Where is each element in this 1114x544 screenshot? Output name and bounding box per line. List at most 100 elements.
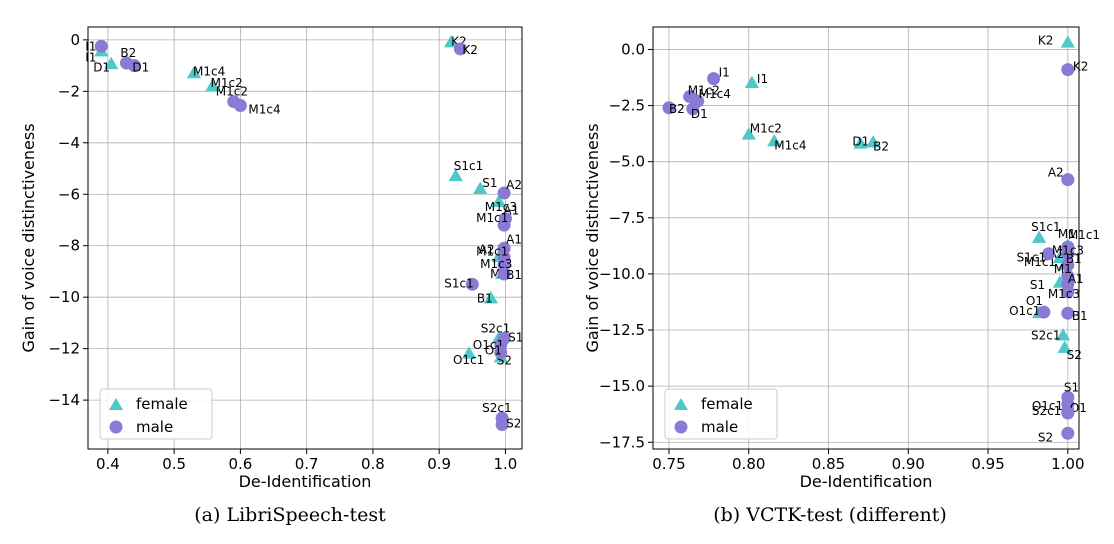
- female-point: [1031, 230, 1047, 243]
- point-label: M1c2: [750, 122, 782, 136]
- female-point: [744, 75, 760, 88]
- male-point: [1061, 285, 1075, 299]
- point-label: O1c1: [1032, 399, 1063, 413]
- point-label: B1: [477, 291, 493, 305]
- male-point: [1061, 306, 1075, 320]
- x-axis-label: De-Identification: [239, 472, 372, 491]
- point-label: O1: [1026, 294, 1043, 308]
- male-point: [1061, 258, 1075, 272]
- point-label: A2: [479, 242, 495, 256]
- male-point: [662, 101, 676, 115]
- x-axis-label: De-Identification: [800, 472, 933, 491]
- point-label: A2: [1048, 166, 1064, 180]
- point-label: M1c1: [476, 244, 508, 258]
- male-point: [497, 267, 511, 281]
- female-point: [461, 346, 477, 359]
- female-point: [767, 133, 782, 147]
- grid: [88, 27, 522, 449]
- point-label: A1: [1068, 272, 1084, 286]
- point-label: B1: [506, 268, 522, 282]
- point-label: B1: [1066, 252, 1082, 266]
- point-label: M1c1: [476, 211, 508, 225]
- female-point: [205, 78, 220, 92]
- point-label: B1: [1072, 309, 1088, 323]
- legend-male-marker: [674, 420, 688, 434]
- point-label: O1c1: [453, 353, 484, 367]
- legend-male-label: male: [136, 418, 173, 436]
- male-point: [453, 42, 467, 56]
- point-label: I1: [85, 50, 96, 64]
- point-label: S1c1: [444, 276, 473, 290]
- point-label: A1: [503, 204, 519, 218]
- point-label: I1: [719, 66, 730, 80]
- point-label: S2: [1067, 348, 1082, 362]
- male-point: [465, 277, 479, 291]
- y-tick-label: 0: [70, 31, 80, 49]
- y-tick-label: −8: [58, 237, 80, 255]
- legend: female male: [664, 388, 778, 440]
- male-point: [497, 241, 511, 255]
- point-label: S1: [482, 176, 497, 190]
- caption-librispeech: (a) LibriSpeech-test: [194, 504, 386, 526]
- y-tick-label: −14: [48, 391, 80, 409]
- point-label: M1c4: [248, 102, 280, 116]
- male-point: [497, 258, 511, 272]
- x-tick-label: 0.8: [361, 455, 385, 473]
- male-point: [707, 72, 721, 86]
- plot-frame: [652, 26, 1080, 450]
- female-point: [1057, 340, 1072, 353]
- point-label: S1c1: [1031, 220, 1060, 234]
- point-label: M1: [1054, 262, 1072, 276]
- male-point: [1061, 426, 1075, 440]
- legend-box: [99, 388, 213, 440]
- x-tick-label: 1.00: [1051, 455, 1084, 473]
- point-label: M1c2: [216, 85, 248, 99]
- legend: female male: [99, 388, 213, 440]
- point-label: S2c1: [1031, 329, 1060, 343]
- point-label: M1c4: [193, 64, 225, 78]
- point-label: S1c1: [454, 159, 483, 173]
- legend-female-marker: [109, 398, 123, 410]
- y-tick-label: −10: [48, 288, 80, 306]
- point-label: D1: [691, 107, 708, 121]
- x-tick-label: 0.90: [892, 455, 925, 473]
- point-label: M1: [1058, 227, 1076, 241]
- point-label: S1: [1030, 278, 1045, 292]
- x-tick-label: 0.5: [162, 455, 186, 473]
- male-point: [1037, 305, 1051, 319]
- female-point: [104, 56, 119, 70]
- legend-female-marker: [674, 398, 688, 410]
- male-point: [127, 59, 141, 73]
- y-tick-label: −10.0: [599, 265, 645, 283]
- female-point: [741, 127, 756, 140]
- female-point: [443, 34, 459, 48]
- female-point: [1055, 328, 1071, 341]
- chart-librispeech: 0.4 0.5 0.6 0.7 0.8 0.9 1.0 0 −2 −4 −6 −8 −10 −12 −14 D…: [19, 26, 523, 491]
- series-male: I1 B2D1M1c2M1c4K2A2A1M1c1A1M1c1M1c3B1S1c1…: [85, 39, 523, 432]
- point-label: D1: [852, 135, 869, 149]
- female-point: [483, 290, 498, 304]
- x-tick-label: 0.80: [732, 455, 765, 473]
- y-tick-label: −5.0: [609, 153, 645, 171]
- y-tick-label: −2.5: [609, 97, 645, 115]
- point-label: M1c4: [774, 138, 806, 152]
- point-label: M1c2: [688, 84, 720, 98]
- point-label: S1: [508, 330, 523, 344]
- male-point: [1061, 406, 1075, 420]
- legend-male-label: male: [701, 418, 738, 436]
- legend-female-label: female: [136, 395, 188, 413]
- point-label: O1: [485, 344, 502, 358]
- point-label: O1c1: [1009, 304, 1040, 318]
- point-label: M1c1: [1068, 228, 1100, 242]
- point-label: S2c1: [482, 401, 511, 415]
- chart-vctk: 0.75 0.80 0.85 0.90 0.95 1.00 0.0 −2.5 −5.0 −7.5 −…: [583, 26, 1100, 491]
- point-label: A1: [506, 232, 522, 246]
- point-label: M1c3: [1048, 287, 1080, 301]
- point-label: K2: [1073, 60, 1089, 74]
- grid: [653, 27, 1079, 449]
- legend-male-marker: [109, 420, 123, 434]
- x-tick-label: 0.4: [96, 455, 120, 473]
